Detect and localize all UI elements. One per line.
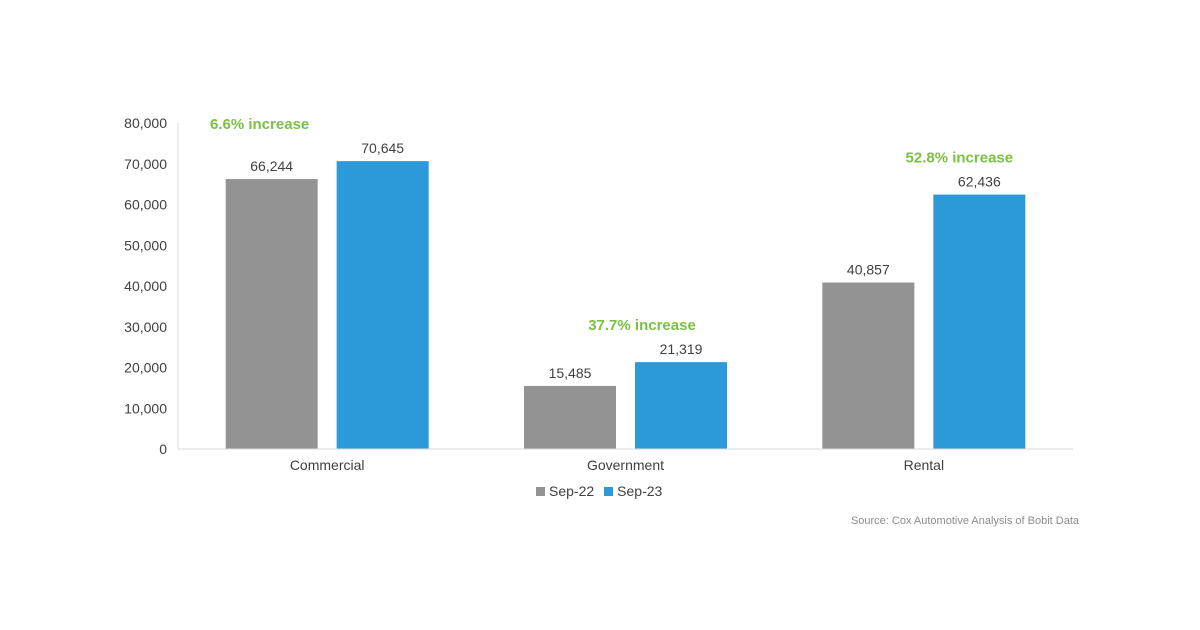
legend-label: Sep-23 <box>617 483 663 499</box>
y-tick-label: 20,000 <box>124 360 167 376</box>
y-tick-label: 0 <box>159 441 167 457</box>
data-label: 40,857 <box>847 262 890 278</box>
y-tick-label: 50,000 <box>124 237 167 253</box>
increase-annotation: 37.7% increase <box>588 317 696 334</box>
data-label: 21,319 <box>660 341 703 357</box>
data-labels: 66,244 70,645 15,485 21,319 40,857 62,436 <box>250 140 1001 381</box>
bar-sep-23-government <box>635 362 727 449</box>
y-tick-label: 80,000 <box>124 115 167 131</box>
y-tick-label: 40,000 <box>124 278 167 294</box>
legend-swatch <box>604 486 614 496</box>
increase-annotation: 52.8% increase <box>906 150 1014 167</box>
bar-sep-23-rental <box>933 194 1026 449</box>
y-tick-label: 70,000 <box>124 156 167 172</box>
annotations: 6.6% increase 37.7% increase 52.8% increas… <box>210 116 1013 334</box>
y-tick-label: 30,000 <box>124 319 167 335</box>
bar-sep-22-government <box>524 385 616 449</box>
legend-label: Sep-22 <box>549 483 595 499</box>
legend-item-sep-22: Sep-22 <box>536 483 594 499</box>
legend-item-sep-23: Sep-23 <box>604 483 662 499</box>
x-tick-label: Government <box>587 457 664 473</box>
bars <box>225 161 1026 449</box>
legend: Sep-22 Sep-23 <box>536 483 672 499</box>
legend-swatch <box>536 486 545 496</box>
data-label: 15,485 <box>549 365 592 381</box>
x-axis: Commercial Government Rental <box>178 448 1073 473</box>
data-label: 66,244 <box>250 158 293 174</box>
x-tick-label: Rental <box>904 457 944 473</box>
data-label: 62,436 <box>958 174 1001 190</box>
bar-sep-22-commercial <box>225 179 318 449</box>
source-note: Source: Cox Automotive Analysis of Bobit… <box>850 515 1079 527</box>
data-label: 70,645 <box>361 140 404 156</box>
increase-annotation: 6.6% increase <box>210 116 309 133</box>
bar-sep-23-commercial <box>336 161 429 449</box>
x-tick-label: Commercial <box>290 457 365 473</box>
y-tick-label: 10,000 <box>124 400 167 416</box>
y-axis: 0 10,000 20,000 30,000 40,000 50,000 60,000 70,… <box>124 115 179 457</box>
bar-sep-22-rental <box>822 282 915 449</box>
y-tick-label: 60,000 <box>124 197 167 213</box>
